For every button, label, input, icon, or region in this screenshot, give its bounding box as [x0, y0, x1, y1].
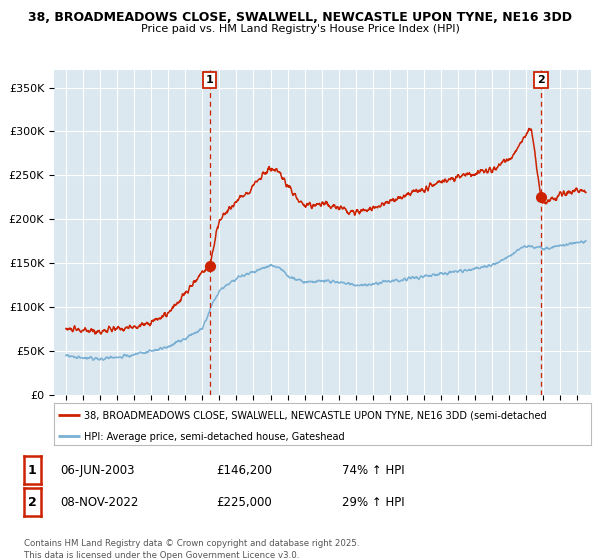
Text: 1: 1	[28, 464, 37, 477]
Text: HPI: Average price, semi-detached house, Gateshead: HPI: Average price, semi-detached house,…	[83, 432, 344, 442]
Text: Price paid vs. HM Land Registry's House Price Index (HPI): Price paid vs. HM Land Registry's House …	[140, 24, 460, 34]
Text: 38, BROADMEADOWS CLOSE, SWALWELL, NEWCASTLE UPON TYNE, NE16 3DD (semi-detached: 38, BROADMEADOWS CLOSE, SWALWELL, NEWCAS…	[83, 411, 546, 421]
Text: £225,000: £225,000	[216, 496, 272, 509]
Text: 06-JUN-2003: 06-JUN-2003	[60, 464, 134, 477]
Text: 38, BROADMEADOWS CLOSE, SWALWELL, NEWCASTLE UPON TYNE, NE16 3DD: 38, BROADMEADOWS CLOSE, SWALWELL, NEWCAS…	[28, 11, 572, 24]
Text: Contains HM Land Registry data © Crown copyright and database right 2025.
This d: Contains HM Land Registry data © Crown c…	[24, 539, 359, 559]
Text: 08-NOV-2022: 08-NOV-2022	[60, 496, 139, 509]
Text: 74% ↑ HPI: 74% ↑ HPI	[342, 464, 404, 477]
Text: 2: 2	[537, 75, 545, 85]
Text: 1: 1	[206, 75, 214, 85]
Text: 2: 2	[28, 496, 37, 509]
Text: £146,200: £146,200	[216, 464, 272, 477]
Text: 29% ↑ HPI: 29% ↑ HPI	[342, 496, 404, 509]
